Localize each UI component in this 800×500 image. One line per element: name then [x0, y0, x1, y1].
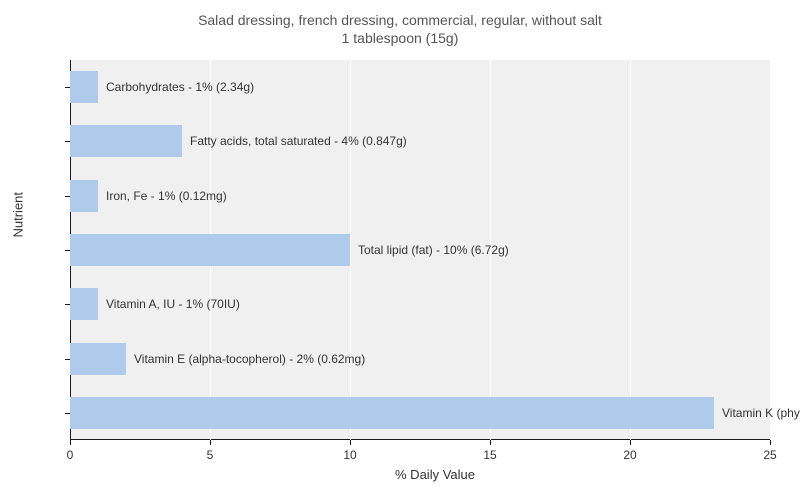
x-tick [210, 440, 211, 445]
gridline [630, 60, 631, 440]
x-tick [490, 440, 491, 445]
x-tick-label: 15 [483, 448, 496, 462]
x-axis [70, 439, 770, 440]
x-tick [630, 440, 631, 445]
x-tick-label: 25 [763, 448, 776, 462]
x-tick-label: 5 [207, 448, 214, 462]
y-axis-title: Nutrient [11, 192, 26, 238]
bar-label: Vitamin K (phylloquinone) - 23% (18.2mcg… [714, 397, 800, 429]
bar [70, 125, 182, 157]
x-tick-label: 0 [67, 448, 74, 462]
x-tick-label: 20 [623, 448, 636, 462]
bar [70, 288, 98, 320]
x-tick [350, 440, 351, 445]
bar-label: Total lipid (fat) - 10% (6.72g) [350, 234, 509, 266]
gridline [770, 60, 771, 440]
x-tick-label: 10 [343, 448, 356, 462]
x-tick [70, 440, 71, 445]
bar [70, 234, 350, 266]
bar-label: Fatty acids, total saturated - 4% (0.847… [182, 125, 407, 157]
x-tick [770, 440, 771, 445]
x-axis-title: % Daily Value [35, 467, 800, 482]
bar [70, 71, 98, 103]
bar [70, 397, 714, 429]
bar-label: Iron, Fe - 1% (0.12mg) [98, 180, 227, 212]
plot-area: 0510152025Carbohydrates - 1% (2.34g)Fatt… [70, 60, 770, 440]
chart-container: Salad dressing, french dressing, commerc… [0, 0, 800, 500]
chart-title-line2: 1 tablespoon (15g) [0, 30, 800, 46]
bar-label: Vitamin E (alpha-tocopherol) - 2% (0.62m… [126, 343, 365, 375]
chart-title-line1: Salad dressing, french dressing, commerc… [0, 12, 800, 28]
bar [70, 180, 98, 212]
bar-label: Carbohydrates - 1% (2.34g) [98, 71, 254, 103]
bar-label: Vitamin A, IU - 1% (70IU) [98, 288, 240, 320]
bar [70, 343, 126, 375]
